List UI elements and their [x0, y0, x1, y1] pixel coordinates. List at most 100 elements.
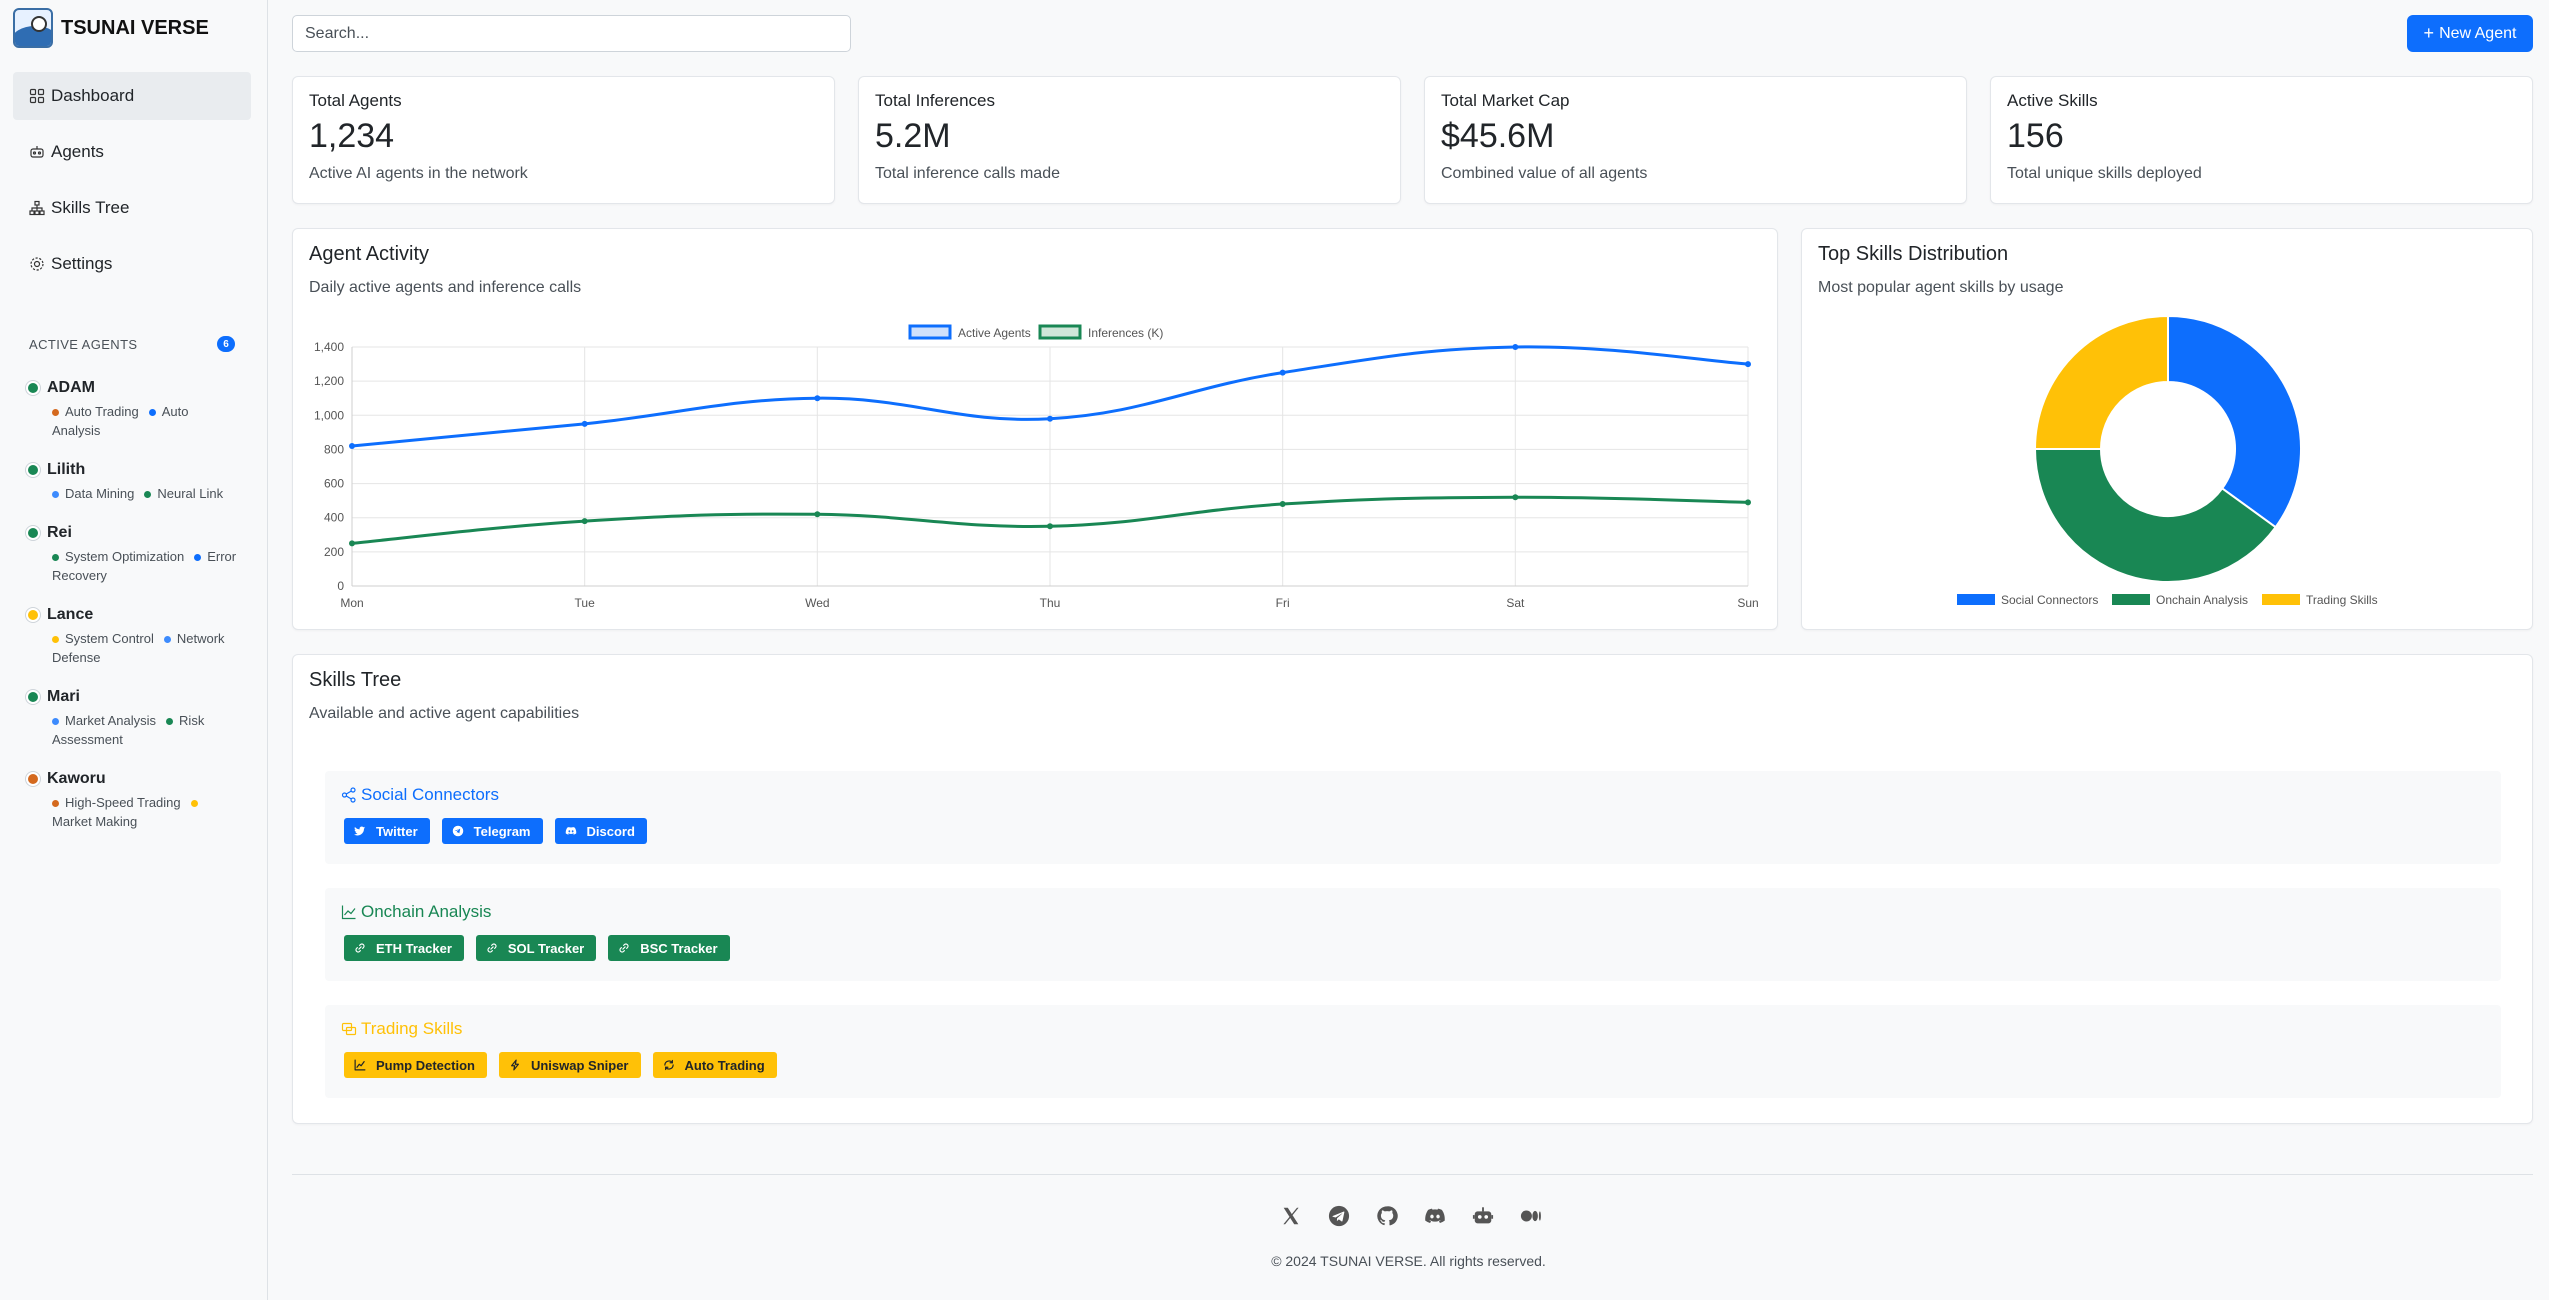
donut-chart: Social Connectors Onchain Analysis Trading… — [1957, 314, 2378, 607]
sidebar-item-agents[interactable]: Agents — [13, 128, 251, 176]
legend-swatch — [1957, 594, 1995, 605]
skill-group-title: Onchain Analysis — [341, 902, 491, 922]
stat-value: 1,234 — [309, 117, 395, 155]
agent-name-row: Mari — [26, 687, 238, 707]
x-tick-label: Mon — [340, 596, 363, 610]
skill-chip-label: Pump Detection — [376, 1057, 475, 1073]
lightning-icon — [509, 1059, 521, 1071]
sidebar-item-settings[interactable]: Settings — [13, 240, 251, 288]
skill-chip-label: SOL Tracker — [507, 940, 585, 956]
skill-dot — [166, 718, 174, 726]
active-agents-title: ACTIVE AGENTS — [29, 336, 138, 352]
data-point — [581, 420, 588, 427]
card-subtitle: Daily active agents and inference calls — [309, 279, 582, 296]
agent-skill-label: Auto Analysis — [52, 404, 189, 438]
skill-dot — [163, 636, 171, 644]
chart-line-icon — [341, 905, 356, 920]
y-tick-label: 600 — [324, 477, 344, 491]
agent-item[interactable]: Lilith Data Mining Neural Link — [26, 460, 238, 503]
agent-item[interactable]: Rei System Optimization Error Recovery — [26, 523, 238, 585]
stat-value: 5.2M — [875, 117, 951, 155]
data-point — [349, 540, 355, 547]
skill-chip[interactable]: ETH Tracker — [344, 935, 464, 961]
new-agent-button[interactable]: + New Agent — [2407, 15, 2533, 52]
agent-name: Kaworu — [47, 770, 106, 787]
x-tick-label: Tue — [575, 596, 596, 610]
agent-item[interactable]: Kaworu High-Speed Trading Market Making — [26, 769, 238, 831]
data-point — [814, 511, 821, 518]
x-icon[interactable] — [1279, 1204, 1303, 1228]
stat-desc: Combined value of all agents — [1441, 165, 1648, 182]
agent-skills: High-Speed Trading Market Making — [52, 793, 238, 831]
legend-swatch — [2262, 594, 2300, 605]
footer-divider — [292, 1174, 2533, 1175]
x-tick-label: Fri — [1276, 596, 1290, 610]
sidebar-nav: Dashboard Agents Skills Tree Settings — [13, 72, 251, 296]
refresh-icon — [663, 1059, 675, 1071]
agent-name: Mari — [47, 688, 80, 705]
search-input[interactable] — [292, 15, 851, 52]
x-tick-label: Sun — [1737, 596, 1758, 610]
skill-dot — [52, 409, 59, 417]
stat-label: Active Skills — [2007, 91, 2098, 110]
agent-skill-label: System Optimization — [65, 549, 185, 564]
x-tick-label: Wed — [805, 596, 829, 610]
copyright: © 2024 TSUNAI VERSE. All rights reserved… — [1271, 1253, 1546, 1269]
new-agent-label: New Agent — [2439, 24, 2517, 42]
skill-chip[interactable]: Discord — [554, 818, 647, 844]
sidebar-item-dashboard[interactable]: Dashboard — [13, 72, 251, 120]
agent-item[interactable]: Mari Market Analysis Risk Assessment — [26, 687, 238, 749]
legend-swatch — [2112, 594, 2150, 605]
stat-value: $45.6M — [1441, 117, 1555, 155]
skill-chip[interactable]: Pump Detection — [344, 1052, 487, 1078]
agent-item[interactable]: Lance System Control Network Defense — [26, 605, 238, 667]
donut-slice — [2033, 448, 2277, 583]
skill-chip[interactable]: BSC Tracker — [608, 935, 730, 961]
skill-dot — [144, 491, 152, 499]
robot-icon[interactable] — [1471, 1204, 1495, 1228]
skills-distribution-card: Top Skills Distribution Most popular age… — [1801, 228, 2533, 630]
agent-item[interactable]: ADAM Auto Trading Auto Analysis — [26, 378, 238, 440]
legend-label: Active Agents — [958, 326, 1031, 340]
skill-chip[interactable]: SOL Tracker — [475, 935, 597, 961]
card-subtitle: Most popular agent skills by usage — [1818, 279, 2064, 296]
card-title: Skills Tree — [309, 669, 402, 691]
data-point — [1047, 523, 1053, 530]
y-tick-label: 200 — [324, 545, 344, 559]
skill-chip[interactable]: Telegram — [441, 818, 543, 844]
skill-group-onchain-analysis: Onchain Analysis ETH Tracker SOL Tracker BS… — [325, 888, 2501, 981]
medium-icon[interactable] — [1519, 1204, 1543, 1228]
agent-skill-tag: Auto Analysis — [52, 404, 188, 438]
skill-group-title: Trading Skills — [341, 1019, 462, 1039]
agent-status-dot — [26, 381, 40, 395]
sidebar-item-skills-tree[interactable]: Skills Tree — [13, 184, 251, 232]
active-agents-count-badge: 6 — [217, 336, 235, 352]
agent-skill-tag: Market Making — [52, 795, 204, 829]
agent-skills: System Control Network Defense — [52, 629, 238, 667]
data-point — [1512, 494, 1519, 501]
telegram-icon[interactable] — [1327, 1204, 1351, 1228]
discord-icon[interactable] — [1423, 1204, 1447, 1228]
agent-skill-tag: Risk Assessment — [52, 713, 204, 747]
donut-slice — [2033, 314, 2169, 450]
skill-chips: Pump Detection Uniswap Sniper Auto Trading — [344, 1052, 789, 1078]
agent-skill-label: Network Defense — [52, 631, 225, 665]
sidebar-item-label: Agents — [51, 142, 104, 161]
skill-chips: Twitter Telegram Discord — [344, 818, 659, 844]
agent-skill-tag: System Optimization — [52, 549, 184, 564]
agent-skills: System Optimization Error Recovery — [52, 547, 238, 585]
agent-skill-label: Data Mining — [65, 486, 135, 501]
skill-chip[interactable]: Auto Trading — [652, 1052, 777, 1078]
legend-label: Social Connectors — [2001, 593, 2098, 607]
skill-dot — [148, 409, 156, 417]
skill-chip[interactable]: Uniswap Sniper — [498, 1052, 641, 1078]
stat-label: Total Agents — [309, 91, 402, 110]
stat-card-total-market-cap: Total Market Cap $45.6M Combined value o… — [1424, 76, 1967, 204]
skill-chip-label: BSC Tracker — [640, 940, 718, 956]
link-icon — [618, 942, 630, 954]
brand[interactable]: TSUNAI VERSE — [13, 8, 209, 48]
skill-chip[interactable]: Twitter — [344, 818, 430, 844]
github-icon[interactable] — [1375, 1204, 1399, 1228]
agent-skill-tag: Data Mining — [52, 486, 134, 501]
plus-icon: + — [2423, 23, 2435, 43]
